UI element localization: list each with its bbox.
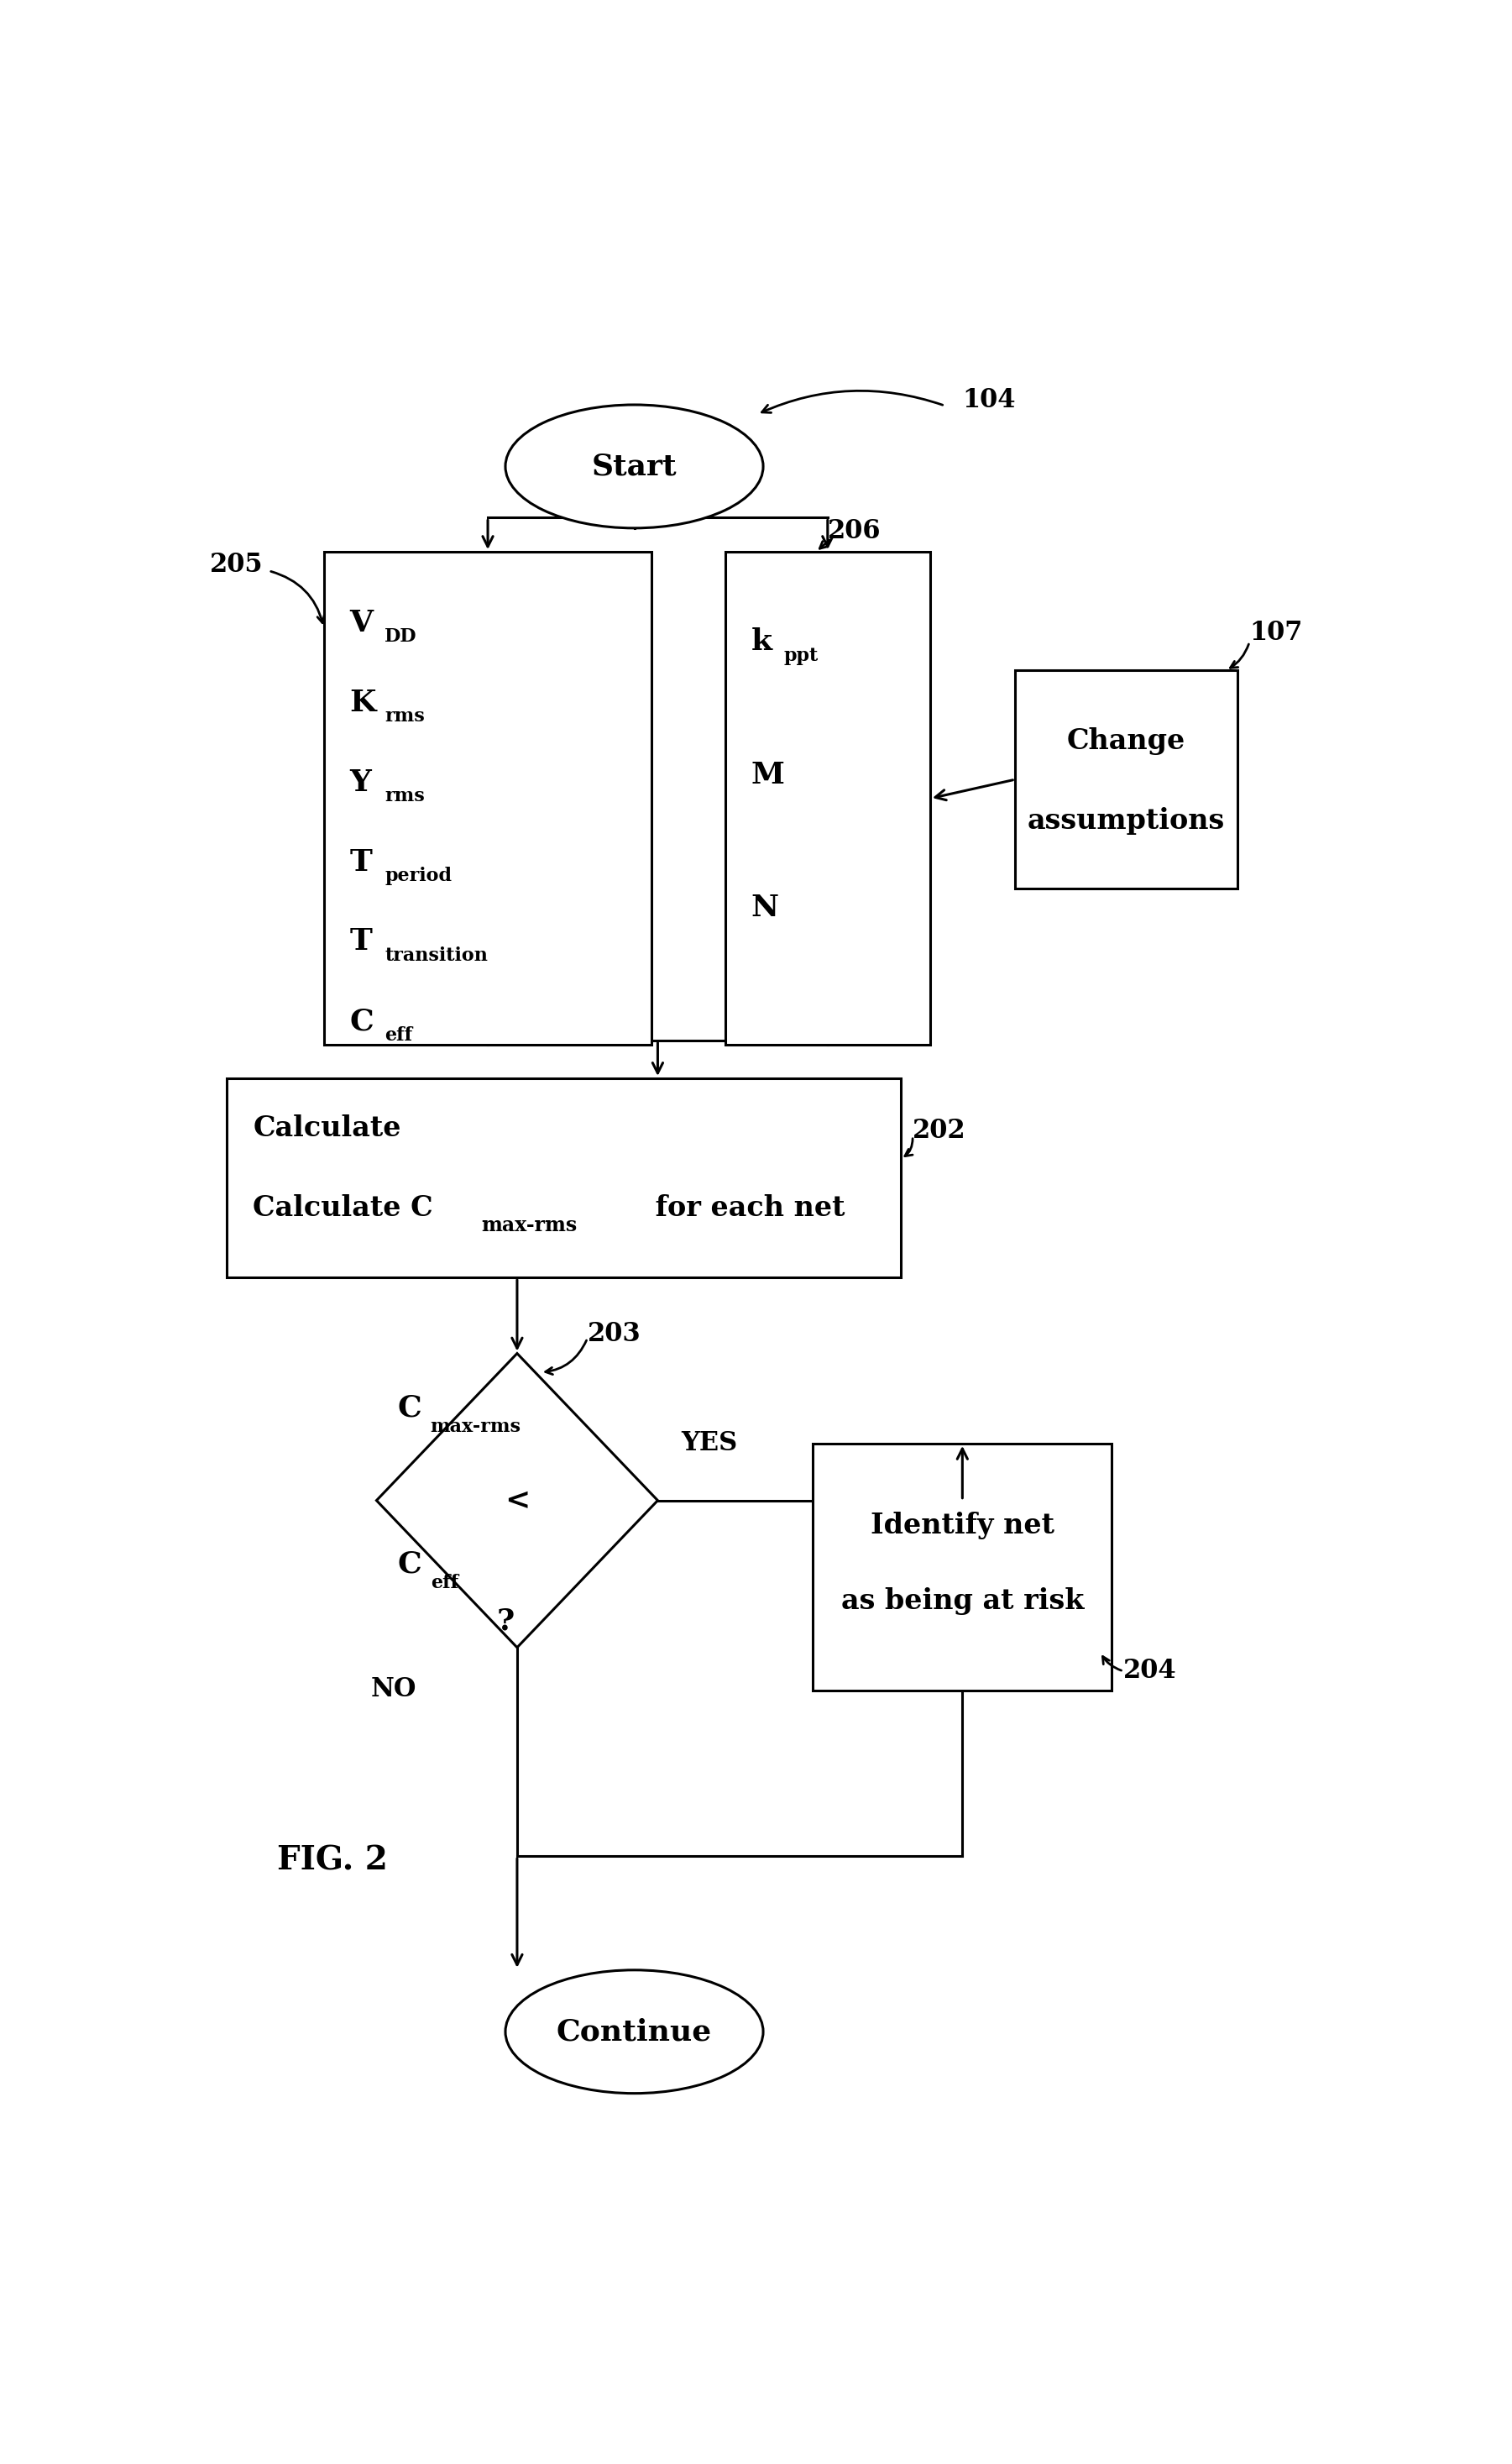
Text: rms: rms [384,707,425,727]
Text: C: C [398,1550,422,1579]
Text: NO: NO [370,1676,416,1703]
Text: FIG. 2: FIG. 2 [277,1846,387,1878]
Text: max-rms: max-rms [481,1215,578,1234]
Text: max-rms: max-rms [431,1417,522,1437]
Text: 104: 104 [963,387,1016,414]
Text: Continue: Continue [556,2018,712,2045]
Text: for each net: for each net [646,1195,845,1222]
Text: eff: eff [384,1025,413,1045]
Text: YES: YES [682,1432,738,1456]
Text: 206: 206 [827,517,881,545]
Text: K: K [349,687,376,717]
Text: 107: 107 [1249,618,1303,646]
Bar [726,552,930,1045]
Text: rms: rms [384,786,425,806]
Text: Calculate C: Calculate C [253,1195,432,1222]
Text: assumptions: assumptions [1028,808,1225,835]
Text: C: C [398,1395,422,1422]
Bar [227,1079,901,1276]
Ellipse shape [505,1971,764,2094]
Text: 205: 205 [210,552,263,579]
Bar [1015,670,1238,890]
Text: 204: 204 [1123,1658,1176,1685]
Text: ?: ? [496,1607,514,1636]
Text: ppt: ppt [783,646,818,665]
Text: Identify net: Identify net [871,1510,1054,1540]
Text: period: period [384,867,452,885]
Text: Y: Y [349,769,370,796]
Text: <: < [505,1486,529,1515]
Text: 202: 202 [913,1119,966,1143]
Text: T: T [349,926,372,956]
Text: Change: Change [1067,727,1185,756]
Text: V: V [349,609,373,638]
Ellipse shape [505,404,764,527]
Text: DD: DD [384,628,417,646]
Text: T: T [349,848,372,877]
Text: k: k [751,628,771,655]
Text: transition: transition [384,946,488,966]
Text: M: M [751,761,785,788]
Text: Start: Start [591,453,677,480]
Text: 203: 203 [588,1321,641,1348]
Bar [813,1444,1111,1690]
Polygon shape [376,1353,658,1648]
Text: as being at risk: as being at risk [841,1587,1084,1614]
Text: C: C [349,1008,373,1035]
Text: Calculate: Calculate [253,1114,401,1143]
Text: eff: eff [431,1574,458,1592]
Bar [324,552,652,1045]
Text: N: N [751,894,779,922]
